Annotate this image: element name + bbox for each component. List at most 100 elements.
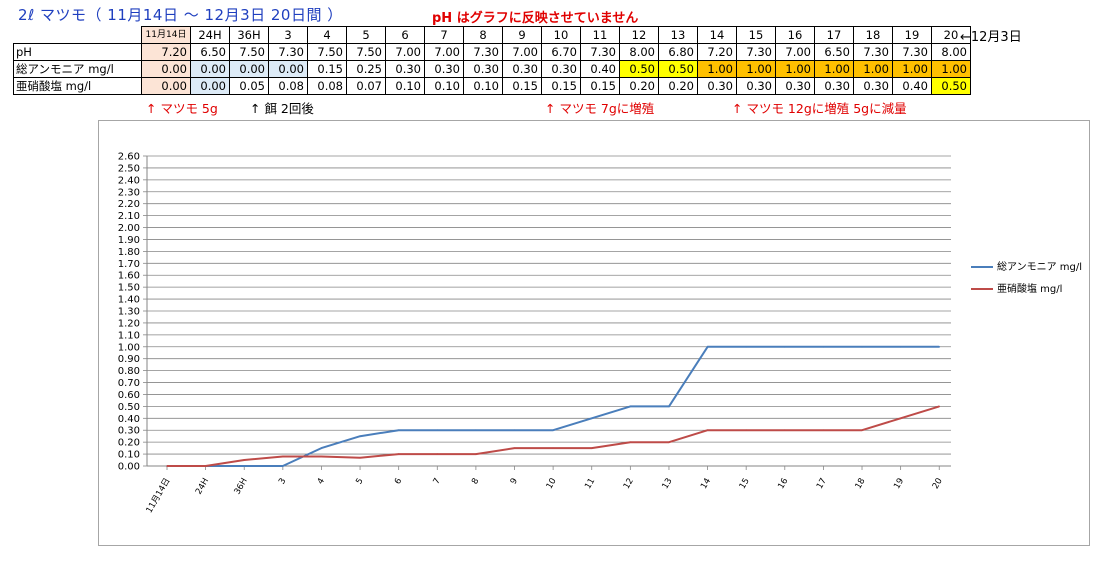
annotation-day10: ↑ マツモ 7gに増殖 [545, 101, 655, 116]
y-tick-label: 0.30 [118, 426, 140, 437]
table-cell: 0.10 [385, 77, 425, 95]
table-cell: 0.50 [658, 60, 698, 78]
table-column-header: 6 [385, 26, 425, 44]
line-chart: 0.000.100.200.300.400.500.600.700.800.90… [118, 152, 951, 515]
y-tick-label: 0.40 [118, 414, 140, 425]
table-cell: 6.70 [541, 43, 581, 61]
table-row: 総アンモニア mg/l 0.00 0.00 0.00 0.00 0.15 0.25 0.30 0… [13, 60, 971, 78]
table-cell: 7.20 [141, 43, 191, 61]
table-cell: 0.07 [346, 77, 386, 95]
data-point [745, 429, 747, 432]
data-point [783, 429, 786, 432]
y-tick-label: 1.40 [118, 295, 140, 306]
y-tick-label: 1.00 [118, 342, 140, 353]
table-cell: 7.30 [580, 43, 620, 61]
table-cell: 0.30 [502, 60, 542, 78]
table-cell: 0.20 [658, 77, 698, 95]
data-point [629, 441, 632, 443]
x-tick-label: 5 [354, 477, 365, 487]
page-title: 2ℓ マツモ（ 11月14日 ～ 12月3日 20日間 ） [18, 6, 343, 24]
table-cell: 1.00 [931, 60, 971, 78]
table-cell: 7.30 [268, 43, 308, 61]
x-tick-label: 13 [660, 477, 674, 491]
data-point [668, 405, 670, 408]
x-tick-label: 19 [892, 477, 906, 491]
y-tick-label: 1.80 [118, 247, 140, 258]
x-tick-label: 20 [931, 477, 945, 491]
table-column-header: 13 [658, 26, 698, 44]
y-tick-label: 1.60 [118, 271, 140, 282]
table-cell: 0.10 [463, 77, 503, 95]
table-column-header: 18 [853, 26, 893, 44]
data-point [861, 429, 863, 432]
y-tick-label: 1.50 [118, 283, 140, 294]
data-point [938, 345, 941, 348]
data-point [282, 455, 284, 458]
measurement-table: 11月14日 24H 36H 3 4 5 6 7 8 9 10 11 12 13 14 15 16 17 18 19 2… [13, 26, 971, 95]
table-cell: 7.30 [892, 43, 932, 61]
chart-legend: 総アンモニア mg/l 亜硝酸塩 mg/l [971, 261, 1082, 305]
data-point [359, 456, 361, 459]
data-point [783, 345, 786, 348]
data-point [629, 405, 632, 408]
table-column-header: 11 [580, 26, 620, 44]
table-cell: 0.30 [775, 77, 815, 95]
table-cell: 0.08 [268, 77, 308, 95]
table-row-label: pH [13, 43, 142, 61]
table-cell: 0.25 [346, 60, 386, 78]
table-cell: 7.30 [853, 43, 893, 61]
table-cell: 0.15 [541, 77, 581, 95]
data-point [243, 465, 246, 467]
table-cell: 1.00 [814, 60, 854, 78]
y-tick-label: 0.70 [118, 378, 140, 389]
table-column-header: 10 [541, 26, 581, 44]
data-point [706, 429, 709, 432]
data-point [475, 453, 477, 455]
table-cell: 7.30 [736, 43, 776, 61]
y-tick-label: 0.90 [118, 354, 140, 365]
x-tick-label: 8 [470, 477, 481, 487]
data-point [320, 455, 323, 458]
y-tick-label: 0.00 [118, 462, 140, 473]
y-tick-label: 2.30 [118, 187, 140, 198]
table-cell: 7.50 [307, 43, 347, 61]
table-cell: 0.50 [619, 60, 659, 78]
table-column-header: 9 [502, 26, 542, 44]
table-cell: 6.50 [814, 43, 854, 61]
x-tick-label: 24H [194, 477, 211, 497]
x-tick-label: 4 [316, 477, 327, 487]
y-tick-label: 0.20 [118, 438, 140, 449]
annotation-feed: ↑ 餌 2回後 [250, 101, 314, 116]
x-tick-label: 11 [583, 477, 597, 491]
x-tick-label: 11月14日 [145, 477, 173, 515]
data-point [552, 447, 554, 449]
data-point [899, 345, 902, 348]
table-cell: 0.30 [541, 60, 581, 78]
table-cell: 0.30 [853, 77, 893, 95]
table-cell: 0.30 [463, 60, 503, 78]
y-tick-label: 0.10 [118, 450, 140, 461]
x-tick-label: 15 [738, 477, 752, 491]
table-cell: 0.00 [141, 77, 191, 95]
data-point [166, 465, 168, 467]
table-cell: 0.15 [307, 60, 347, 78]
data-point [436, 453, 439, 455]
data-point [243, 459, 246, 461]
y-tick-label: 2.00 [118, 223, 140, 234]
table-cell: 1.00 [697, 60, 737, 78]
table-cell: 0.50 [931, 77, 971, 95]
x-tick-label: 36H [233, 477, 250, 497]
table-cell: 1.00 [775, 60, 815, 78]
table-cell: 0.00 [268, 60, 308, 78]
table-cell: 1.00 [853, 60, 893, 78]
legend-label-nitrite: 亜硝酸塩 mg/l [997, 284, 1063, 295]
x-tick-label: 9 [509, 477, 520, 487]
y-tick-label: 1.70 [118, 259, 140, 270]
y-tick-label: 1.30 [118, 307, 140, 318]
table-column-header: 3 [268, 26, 308, 44]
table-cell: 0.40 [580, 60, 620, 78]
x-tick-label: 12 [622, 477, 636, 491]
table-row: pH 7.20 6.50 7.50 7.30 7.50 7.50 7.00 7.00 7.30 7.… [13, 43, 971, 61]
table-cell: 7.20 [697, 43, 737, 61]
table-cell: 0.00 [190, 77, 230, 95]
